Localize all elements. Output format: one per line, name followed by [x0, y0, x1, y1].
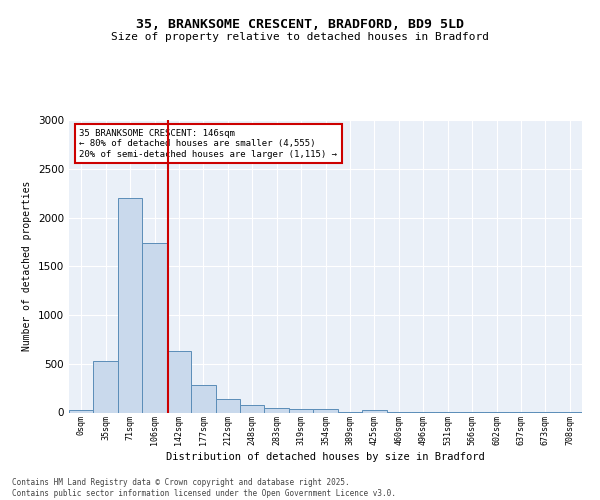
X-axis label: Distribution of detached houses by size in Bradford: Distribution of detached houses by size …	[166, 452, 485, 462]
Bar	[362, 410, 386, 412]
Bar	[313, 409, 338, 412]
Bar	[265, 408, 289, 412]
Bar	[215, 399, 240, 412]
Bar	[167, 351, 191, 412]
Bar	[240, 405, 265, 412]
Bar	[118, 198, 142, 412]
Y-axis label: Number of detached properties: Number of detached properties	[22, 181, 32, 352]
Text: 35 BRANKSOME CRESCENT: 146sqm
← 80% of detached houses are smaller (4,555)
20% o: 35 BRANKSOME CRESCENT: 146sqm ← 80% of d…	[79, 129, 337, 158]
Text: 35, BRANKSOME CRESCENT, BRADFORD, BD9 5LD: 35, BRANKSOME CRESCENT, BRADFORD, BD9 5L…	[136, 18, 464, 30]
Text: Size of property relative to detached houses in Bradford: Size of property relative to detached ho…	[111, 32, 489, 42]
Bar	[289, 409, 313, 412]
Bar	[142, 243, 167, 412]
Bar	[94, 361, 118, 412]
Bar	[191, 385, 215, 412]
Text: Contains HM Land Registry data © Crown copyright and database right 2025.
Contai: Contains HM Land Registry data © Crown c…	[12, 478, 396, 498]
Bar	[69, 410, 94, 412]
